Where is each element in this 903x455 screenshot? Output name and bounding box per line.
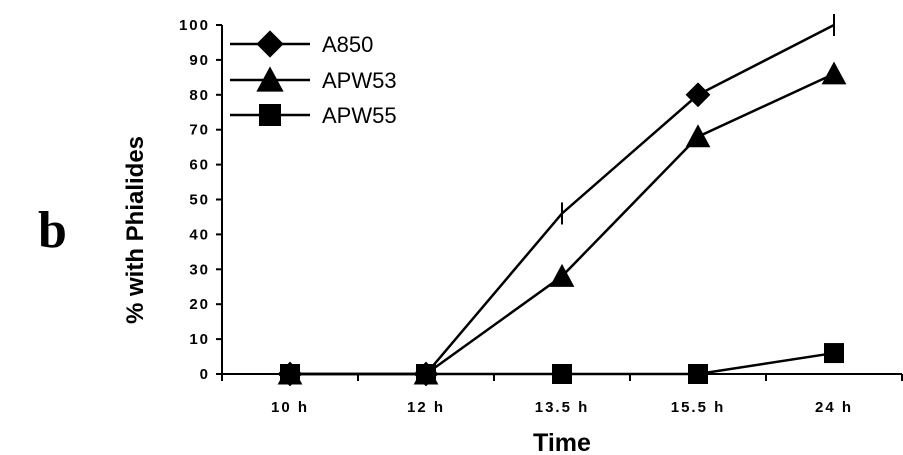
data-point	[280, 364, 300, 384]
series-apw55	[280, 343, 844, 384]
y-tick-label: 90	[189, 52, 210, 69]
y-tick-label: 100	[179, 17, 210, 34]
data-point	[688, 364, 708, 384]
y-tick-label: 50	[189, 192, 210, 209]
legend-marker	[256, 66, 284, 92]
x-axis-title: Time	[533, 429, 591, 455]
data-point	[824, 343, 844, 364]
y-tick-label: 10	[189, 331, 210, 348]
data-point	[685, 82, 711, 108]
y-tick-label: 70	[189, 122, 210, 139]
data-point	[685, 124, 711, 148]
legend-marker	[259, 104, 281, 126]
legend-item: APW55	[230, 103, 397, 128]
panel-label: b	[38, 202, 67, 259]
data-point	[821, 61, 847, 85]
x-tick-label: 10 h	[271, 399, 309, 416]
legend: A850 APW53 APW55	[230, 30, 397, 128]
x-tick-label: 15.5 h	[671, 399, 726, 416]
legend-marker	[256, 30, 284, 58]
legend-item: A850	[230, 30, 373, 58]
series-layer	[277, 14, 847, 387]
x-tick-label: 24 h	[815, 399, 853, 416]
x-tick-label: 13.5 h	[535, 399, 590, 416]
x-tick-label: 12 h	[407, 399, 445, 416]
legend-label: APW53	[322, 68, 397, 93]
y-tick-label: 40	[189, 226, 210, 243]
data-point	[416, 364, 436, 384]
y-tick-label: 20	[189, 296, 210, 313]
y-tick-label: 0	[200, 366, 210, 383]
y-tick-label: 30	[189, 261, 210, 278]
legend-label: A850	[322, 32, 373, 57]
y-tick-label: 60	[189, 157, 210, 174]
legend-label: APW55	[322, 103, 397, 128]
y-tick-label: 80	[189, 87, 210, 104]
axes: 0 10 20 30 40 50 60 70 80 90 100 10 h 12 h 13.5 h 15.5…	[179, 17, 903, 416]
y-axis-title: % with Phialides	[122, 136, 149, 324]
legend-item: APW53	[230, 66, 397, 93]
data-point	[549, 263, 575, 287]
data-point	[552, 364, 572, 384]
